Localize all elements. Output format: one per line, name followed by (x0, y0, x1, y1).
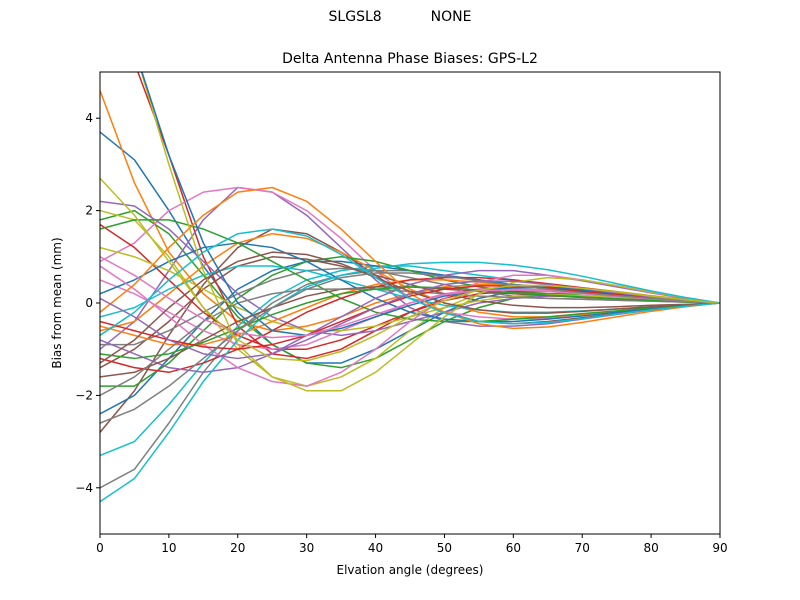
series-line-s36 (100, 251, 720, 364)
antenna-name: SLGSL8 (328, 9, 382, 25)
series-line-s38 (100, 272, 720, 424)
series-group (100, 72, 720, 503)
x-tick-label: 80 (643, 541, 658, 555)
x-tick-label: 40 (368, 541, 383, 555)
x-axis-label: Elvation angle (degrees) (337, 563, 484, 577)
series-line-s29 (140, 72, 720, 392)
y-tick-label: 4 (85, 111, 93, 125)
y-tick-label: −2 (75, 388, 93, 402)
series-line-s34 (100, 285, 720, 350)
radome-name: NONE (430, 9, 472, 25)
x-tick-label: 30 (299, 541, 314, 555)
series-line-s39 (100, 177, 720, 362)
series-line-s1 (100, 131, 720, 364)
series-line-s37 (100, 256, 720, 339)
x-tick-label: 90 (712, 541, 727, 555)
series-line-s21 (100, 242, 720, 323)
series-line-s23 (100, 219, 720, 323)
series-line-s35 (100, 280, 720, 360)
y-tick-label: 0 (85, 296, 93, 310)
figure-suptitle: SLGSL8 NONE (0, 9, 800, 25)
y-axis-label: Bias from mean (mm) (50, 237, 64, 368)
x-tick-label: 10 (161, 541, 176, 555)
x-tick-label: 70 (575, 541, 590, 555)
x-tick-label: 20 (230, 541, 245, 555)
series-line-s25 (100, 269, 720, 374)
y-axis: −4 −2 0 2 4 (75, 111, 100, 495)
x-tick-label: 60 (506, 541, 521, 555)
x-axis: 0 10 20 30 40 50 60 70 80 90 (96, 534, 728, 555)
x-tick-label: 50 (437, 541, 452, 555)
series-line-s40 (100, 228, 720, 336)
x-tick-label: 0 (96, 541, 104, 555)
series-line-s30 (100, 261, 720, 503)
series-line-s33 (100, 286, 720, 360)
chart-title: Delta Antenna Phase Biases: GPS-L2 (282, 51, 538, 67)
y-tick-label: −4 (75, 481, 93, 495)
y-tick-label: 2 (85, 204, 93, 218)
